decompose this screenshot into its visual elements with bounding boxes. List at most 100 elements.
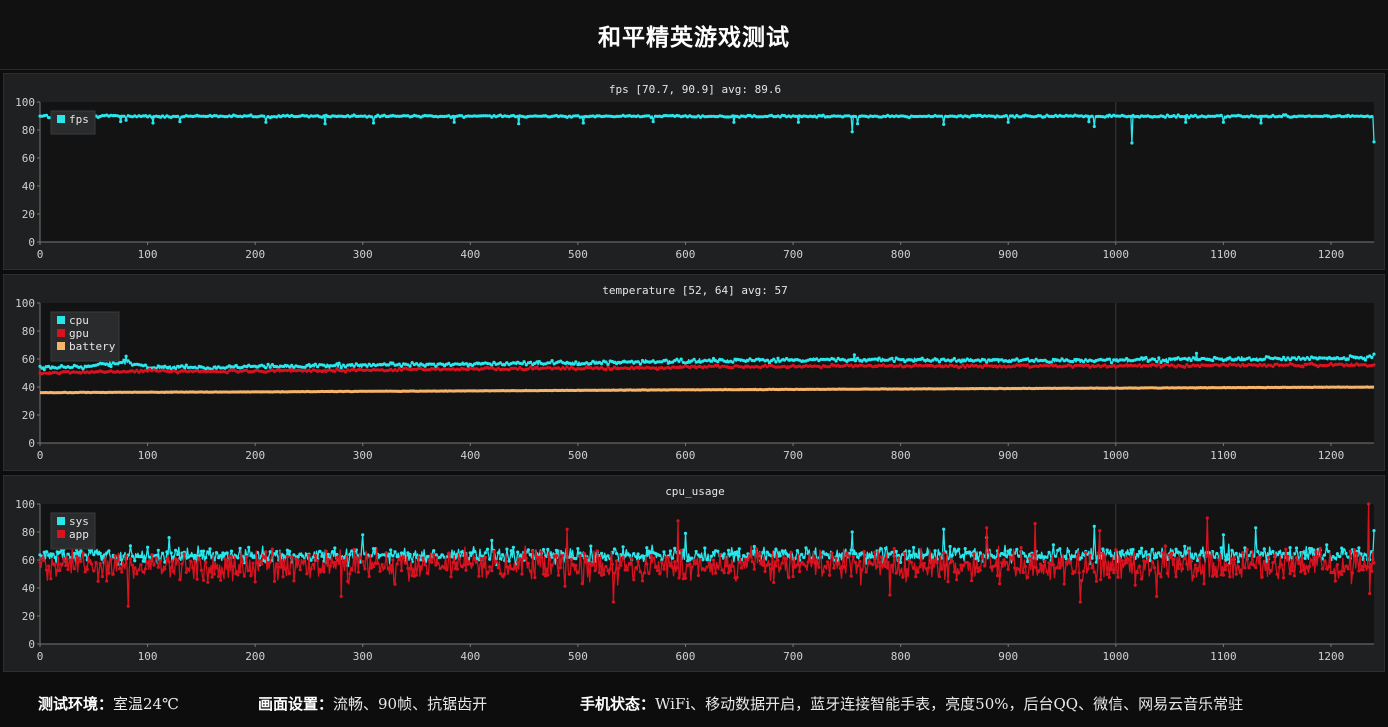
data-point bbox=[154, 366, 158, 370]
data-point bbox=[726, 548, 731, 552]
data-point bbox=[1135, 570, 1139, 575]
data-point bbox=[890, 550, 894, 554]
data-point bbox=[92, 569, 96, 573]
data-point bbox=[604, 368, 608, 372]
data-point bbox=[251, 561, 255, 565]
data-point bbox=[1051, 543, 1055, 547]
data-point bbox=[520, 572, 524, 576]
data-point bbox=[119, 120, 123, 124]
data-point bbox=[1090, 114, 1094, 118]
data-point bbox=[212, 572, 216, 576]
data-point bbox=[492, 549, 496, 554]
data-point bbox=[427, 558, 431, 563]
x-tick-label: 1100 bbox=[1210, 650, 1237, 663]
data-point bbox=[148, 558, 152, 562]
data-point bbox=[709, 563, 713, 567]
data-point bbox=[348, 572, 352, 576]
data-point bbox=[914, 552, 918, 556]
data-point bbox=[1099, 578, 1103, 582]
data-point bbox=[850, 130, 854, 134]
data-point bbox=[948, 114, 952, 118]
x-tick-label: 600 bbox=[676, 449, 696, 462]
data-point bbox=[850, 530, 854, 534]
data-point bbox=[346, 579, 350, 583]
data-point bbox=[1370, 114, 1374, 119]
data-point bbox=[742, 560, 746, 565]
data-point bbox=[1294, 357, 1299, 361]
data-point bbox=[1075, 556, 1079, 560]
footer-phone-state: 手机状态：WiFi、移动数据开启，蓝牙连接智能手表，亮度50%，后台QQ、微信、… bbox=[580, 693, 1243, 714]
data-point bbox=[197, 557, 201, 561]
data-point bbox=[526, 367, 531, 371]
chart-title: fps [70.7, 90.9] avg: 89.6 bbox=[609, 83, 781, 96]
data-point bbox=[677, 365, 681, 369]
data-point bbox=[537, 359, 541, 364]
data-point bbox=[458, 557, 462, 561]
data-point bbox=[494, 368, 498, 372]
x-tick-label: 900 bbox=[998, 650, 1018, 663]
data-point bbox=[322, 363, 326, 367]
data-point bbox=[102, 362, 107, 366]
data-point bbox=[186, 567, 191, 571]
data-point bbox=[425, 571, 429, 575]
data-point bbox=[774, 564, 778, 568]
data-point bbox=[122, 358, 126, 362]
data-point bbox=[927, 566, 931, 570]
data-point bbox=[1006, 359, 1010, 364]
data-point bbox=[1150, 560, 1154, 564]
data-point bbox=[939, 567, 944, 571]
data-point bbox=[1033, 522, 1037, 526]
data-point bbox=[1017, 554, 1021, 558]
data-point bbox=[505, 547, 509, 551]
data-point bbox=[550, 359, 554, 363]
data-point bbox=[1019, 546, 1023, 550]
data-point bbox=[526, 561, 531, 565]
data-point bbox=[1284, 358, 1288, 362]
footer: 测试环境：室温24℃ 画面设置：流畅、90帧、抗锯齿开 手机状态：WiFi、移动… bbox=[0, 676, 1388, 727]
data-point bbox=[722, 571, 726, 575]
data-point bbox=[606, 363, 610, 367]
data-point bbox=[836, 562, 840, 566]
data-point bbox=[1189, 558, 1193, 562]
data-point bbox=[118, 360, 122, 365]
data-point bbox=[1049, 360, 1053, 364]
data-point bbox=[877, 356, 881, 360]
data-point bbox=[1010, 557, 1015, 561]
data-point bbox=[795, 549, 800, 553]
data-point bbox=[677, 576, 681, 580]
data-point bbox=[1135, 553, 1139, 557]
data-point bbox=[1130, 141, 1134, 145]
data-point bbox=[1277, 550, 1281, 554]
data-point bbox=[1226, 563, 1230, 567]
data-point bbox=[326, 557, 330, 562]
data-point bbox=[341, 363, 345, 367]
data-point bbox=[664, 358, 668, 362]
data-point bbox=[793, 114, 797, 118]
data-point bbox=[942, 122, 946, 126]
data-point bbox=[1239, 568, 1243, 572]
x-tick-label: 200 bbox=[245, 248, 265, 261]
data-point bbox=[808, 558, 812, 562]
data-point bbox=[1185, 114, 1189, 118]
data-point bbox=[503, 363, 507, 367]
data-point bbox=[802, 562, 806, 566]
series-fps bbox=[38, 112, 1376, 145]
data-point bbox=[627, 367, 632, 371]
data-point bbox=[569, 557, 574, 562]
x-tick-label: 400 bbox=[460, 650, 480, 663]
data-point bbox=[804, 564, 808, 568]
data-point bbox=[1133, 583, 1137, 587]
data-point bbox=[853, 114, 858, 119]
data-point bbox=[1051, 563, 1055, 567]
data-point bbox=[1213, 572, 1217, 576]
data-point bbox=[1294, 556, 1299, 560]
data-point bbox=[402, 556, 406, 560]
data-point bbox=[275, 549, 279, 554]
x-tick-label: 700 bbox=[783, 248, 803, 261]
data-point bbox=[828, 365, 832, 369]
data-point bbox=[1228, 356, 1232, 360]
data-point bbox=[625, 568, 630, 572]
data-point bbox=[236, 573, 240, 577]
data-point bbox=[593, 569, 597, 573]
data-point bbox=[163, 567, 167, 571]
